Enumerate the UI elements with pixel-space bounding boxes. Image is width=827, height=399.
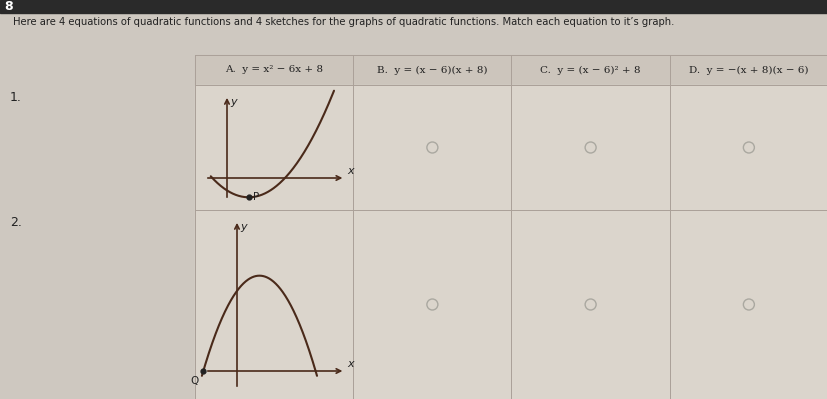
Text: x: x [347, 359, 353, 369]
Text: A.  y = x² − 6x + 8: A. y = x² − 6x + 8 [225, 65, 323, 75]
Bar [195, 210, 827, 399]
Text: P: P [252, 192, 259, 202]
Bar [0, 0, 827, 13]
Bar [195, 85, 827, 210]
Text: Q: Q [190, 376, 198, 386]
Text: 1.: 1. [10, 91, 22, 104]
Text: y: y [240, 222, 246, 232]
Text: B.  y = (x − 6)(x + 8): B. y = (x − 6)(x + 8) [376, 65, 487, 75]
Text: C.  y = (x − 6)² + 8: C. y = (x − 6)² + 8 [540, 65, 640, 75]
Text: Here are 4 equations of quadratic functions and 4 sketches for the graphs of qua: Here are 4 equations of quadratic functi… [13, 17, 673, 27]
Bar [195, 55, 827, 85]
Text: D.  y = −(x + 8)(x − 6): D. y = −(x + 8)(x − 6) [688, 65, 808, 75]
Text: 2.: 2. [10, 216, 22, 229]
Text: 8: 8 [4, 0, 12, 13]
Text: x: x [347, 166, 353, 176]
Text: y: y [230, 97, 237, 107]
